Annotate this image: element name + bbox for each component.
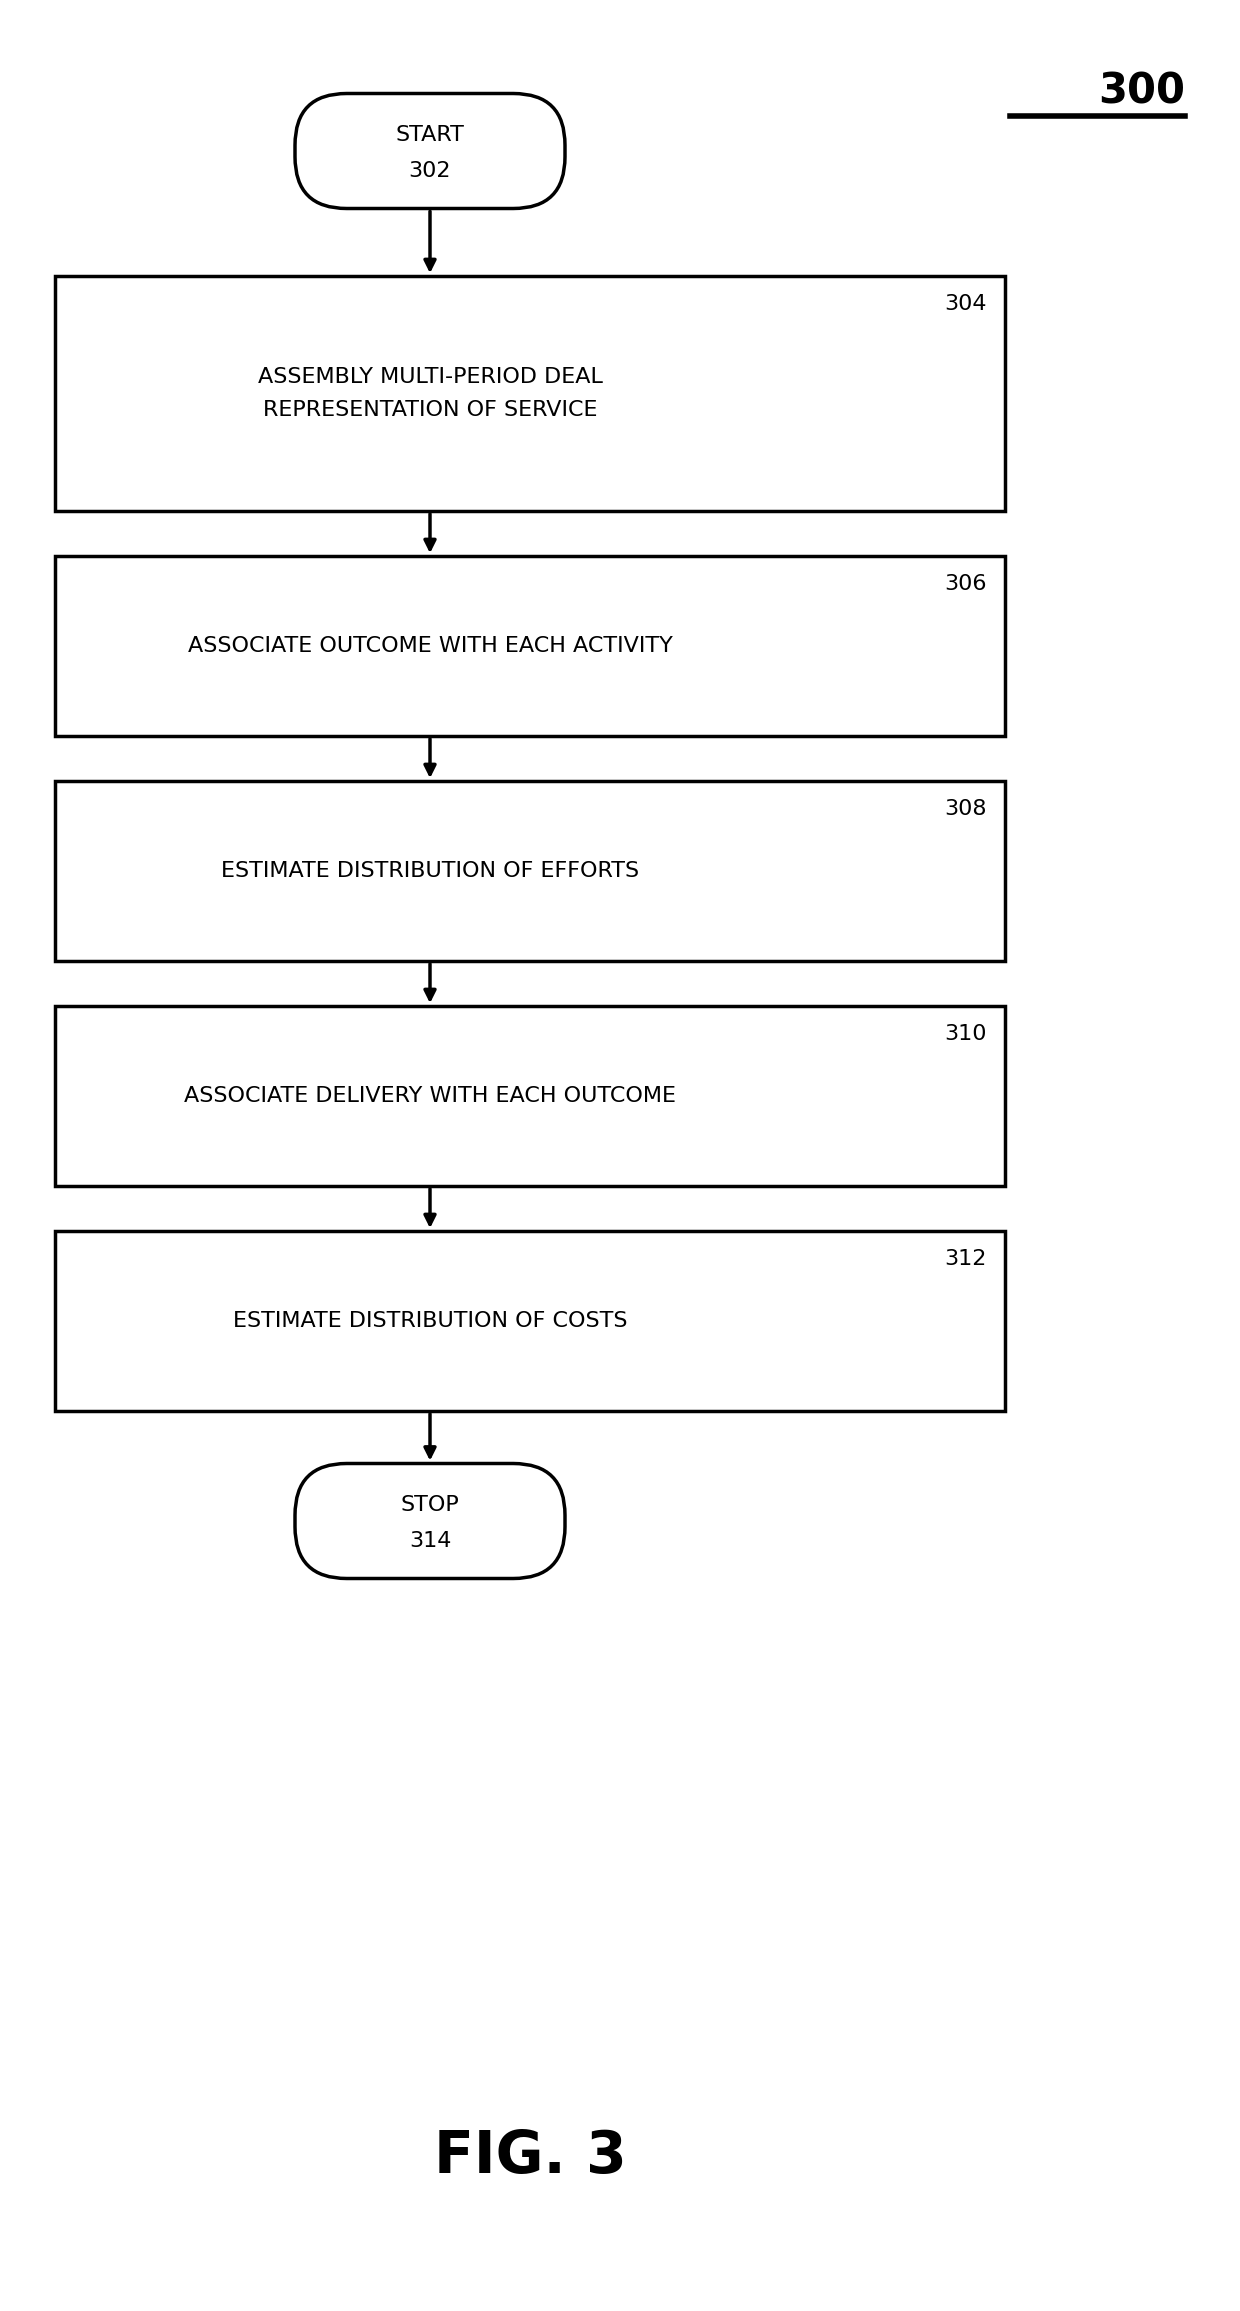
Text: ESTIMATE DISTRIBUTION OF EFFORTS: ESTIMATE DISTRIBUTION OF EFFORTS: [221, 862, 639, 880]
Text: ASSOCIATE DELIVERY WITH EACH OUTCOME: ASSOCIATE DELIVERY WITH EACH OUTCOME: [184, 1086, 676, 1107]
Text: START: START: [396, 125, 465, 146]
Text: ESTIMATE DISTRIBUTION OF COSTS: ESTIMATE DISTRIBUTION OF COSTS: [233, 1310, 627, 1331]
Text: 300: 300: [1097, 72, 1185, 113]
Text: FIG. 3: FIG. 3: [434, 2128, 626, 2184]
Bar: [55, 275, 1004, 511]
Bar: [55, 1232, 1004, 1412]
Text: 314: 314: [409, 1530, 451, 1551]
Text: 304: 304: [945, 293, 987, 314]
Text: STOP: STOP: [401, 1495, 459, 1516]
Text: 312: 312: [945, 1248, 987, 1269]
Bar: [55, 1005, 1004, 1186]
Text: ASSOCIATE OUTCOME WITH EACH ACTIVITY: ASSOCIATE OUTCOME WITH EACH ACTIVITY: [187, 636, 672, 656]
Text: 310: 310: [945, 1024, 987, 1045]
Bar: [55, 557, 1004, 735]
FancyBboxPatch shape: [295, 92, 565, 208]
FancyBboxPatch shape: [295, 1463, 565, 1578]
Text: ASSEMBLY MULTI-PERIOD DEAL
REPRESENTATION OF SERVICE: ASSEMBLY MULTI-PERIOD DEAL REPRESENTATIO…: [258, 367, 603, 421]
Text: 308: 308: [945, 800, 987, 818]
Text: 306: 306: [945, 573, 987, 594]
Text: 302: 302: [409, 162, 451, 180]
Bar: [55, 781, 1004, 961]
